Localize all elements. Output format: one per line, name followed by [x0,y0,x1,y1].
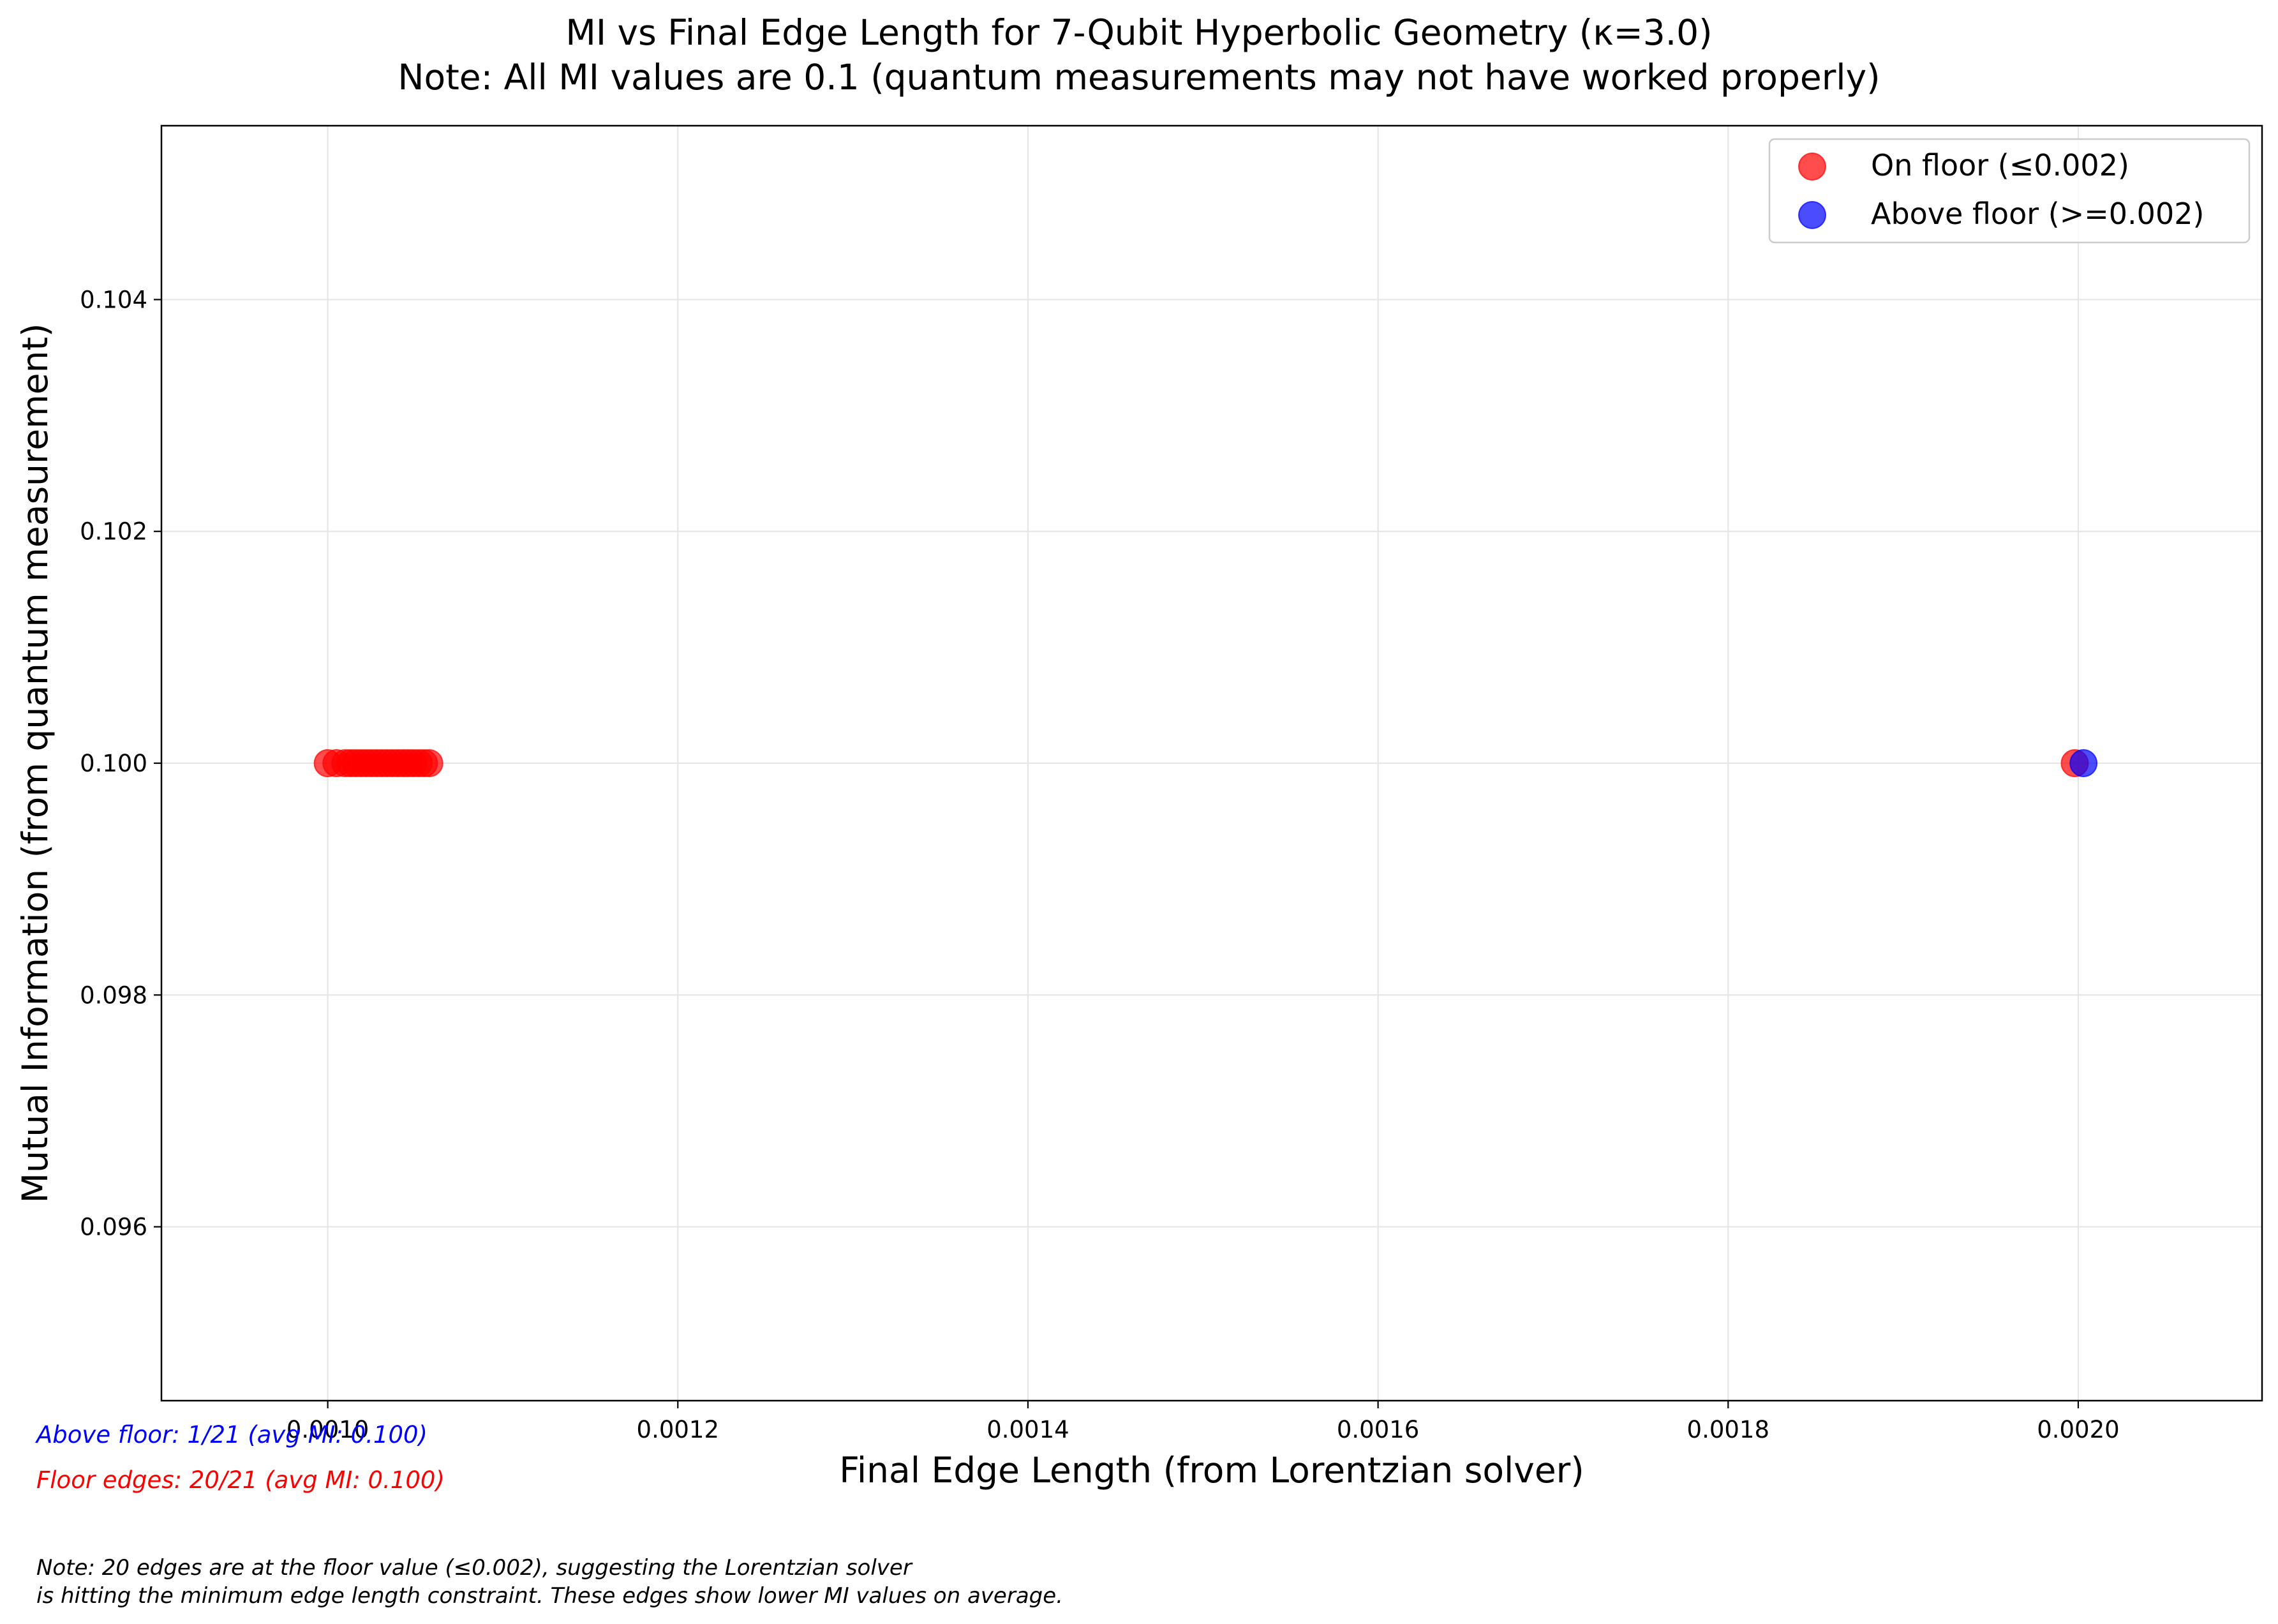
x-tick-label: 0.0012 [637,1416,719,1443]
plot-frame [160,124,2263,1402]
x-tick-label: 0.0020 [2037,1416,2119,1443]
data-points [313,749,2098,777]
x-tick-label: 0.0018 [1687,1416,1769,1443]
x-tick-label: 0.0016 [1337,1416,1419,1443]
y-tick-label: 0.098 [80,981,147,1009]
footer-note-line-2: is hitting the minimum edge length const… [36,1583,1063,1609]
above-floor-note: Above floor: 1/21 (avg MI: 0.100) [36,1421,428,1449]
chart-subtitle: Note: All MI values are 0.1 (quantum mea… [398,57,1880,98]
footer-note: Note: 20 edges are at the floor value (≤… [36,1554,1063,1610]
y-axis-label: Mutual Information (from quantum measure… [15,324,56,1203]
legend-marker-on-floor [1798,153,1826,181]
legend-box [1768,138,2251,244]
legend-marker-above-floor [1798,201,1826,229]
point-on-floor [415,749,443,777]
legend-label-above-floor: Above floor (>=0.002) [1871,197,2204,231]
y-tick-label: 0.100 [80,750,147,777]
footer-note-line-1: Note: 20 edges are at the floor value (≤… [36,1555,912,1581]
x-axis-label: Final Edge Length (from Lorentzian solve… [839,1450,1584,1491]
y-tick-label: 0.096 [80,1214,147,1241]
legend: On floor (≤0.002) Above floor (>=0.002) [1768,138,2251,244]
legend-label-on-floor: On floor (≤0.002) [1871,148,2129,183]
x-tick-label: 0.0010 [287,1416,369,1443]
axis-ticks: 0.0010 0.0012 0.0014 0.0016 0.0018 0.0020 0.09… [80,286,2120,1443]
floor-edges-note: Floor edges: 20/21 (avg MI: 0.100) [36,1466,445,1494]
point-above-floor [2069,749,2098,777]
y-tick-label: 0.104 [80,286,147,313]
y-tick-label: 0.102 [80,518,147,546]
x-tick-label: 0.0014 [986,1416,1069,1443]
chart-title: MI vs Final Edge Length for 7-Qubit Hype… [565,12,1712,53]
